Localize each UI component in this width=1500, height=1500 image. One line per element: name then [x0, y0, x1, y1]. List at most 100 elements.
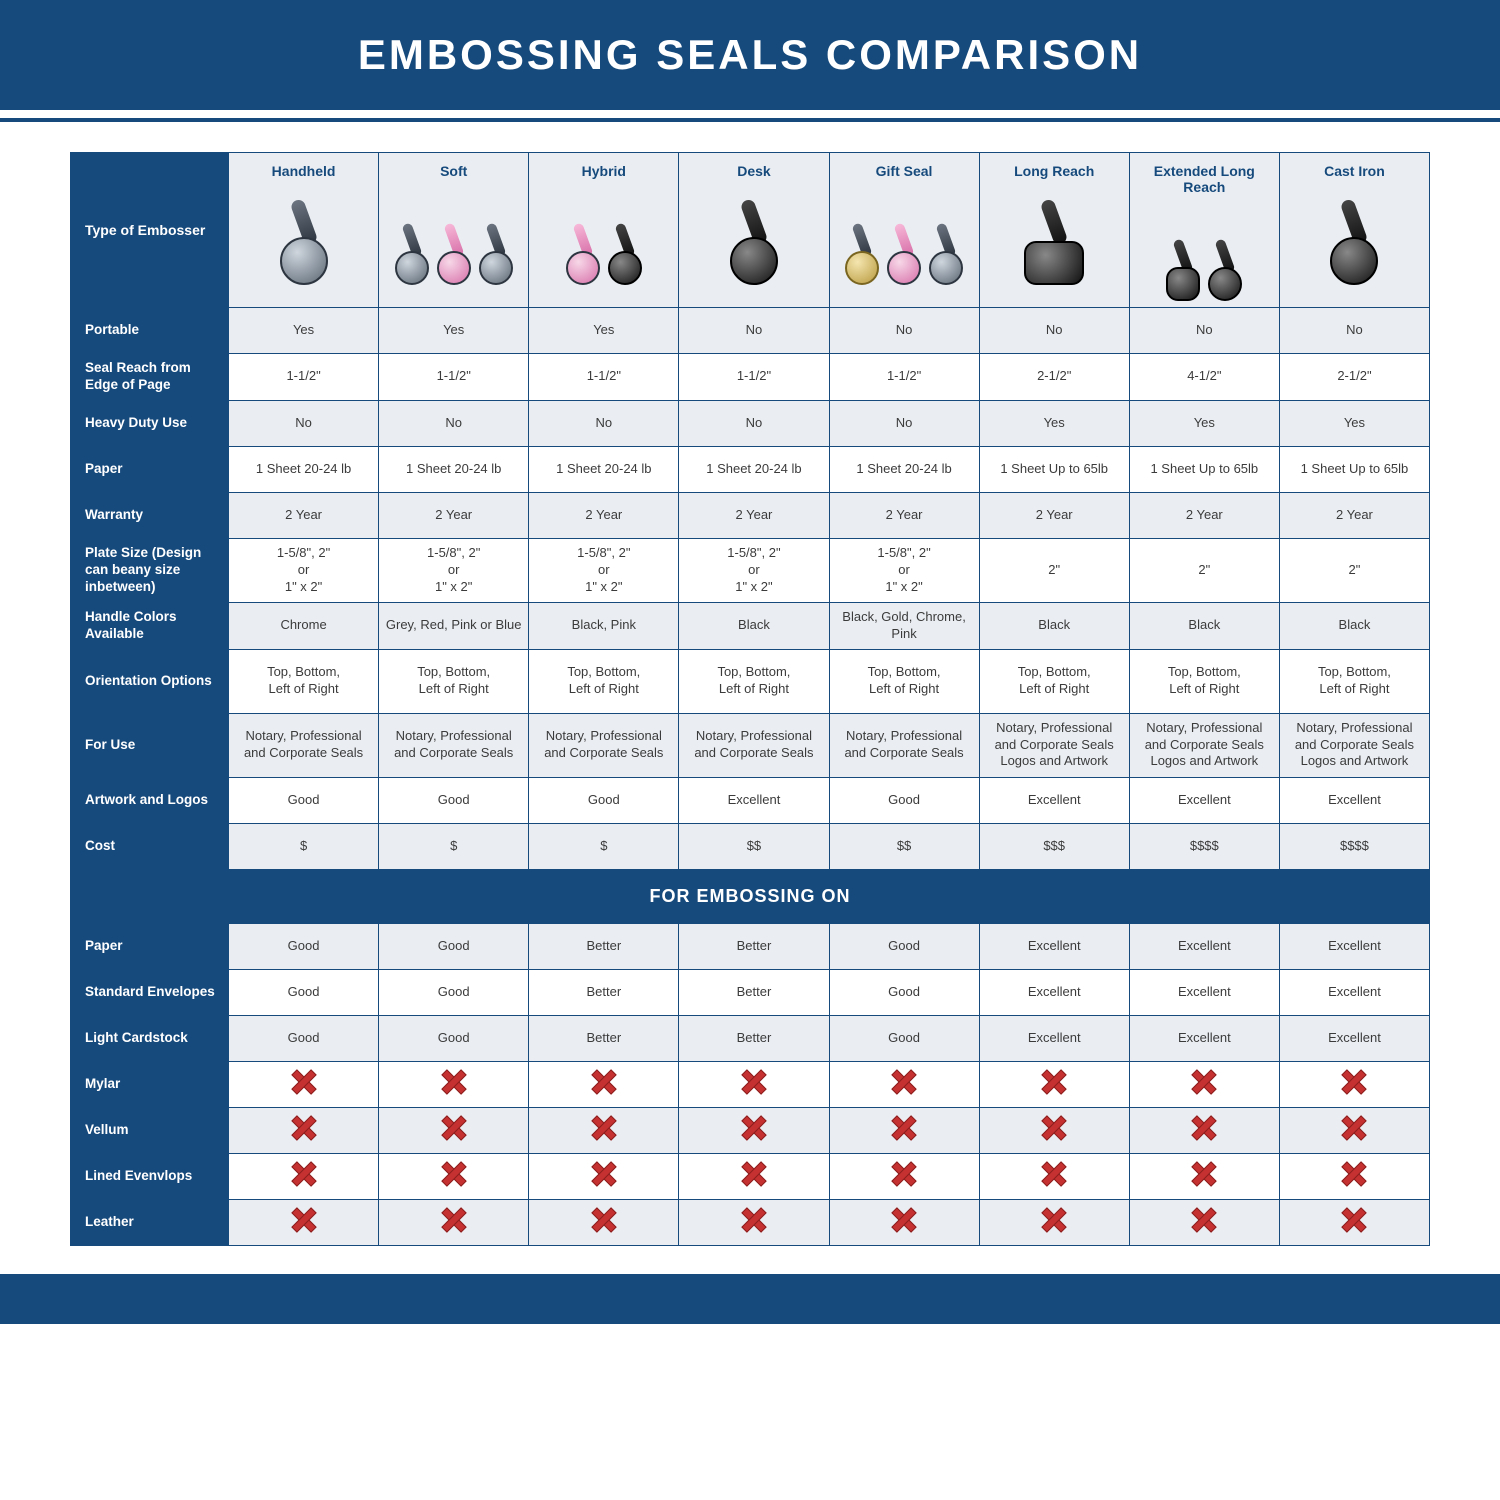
- table-cell: Excellent: [1129, 923, 1279, 969]
- table-cell: No: [679, 400, 829, 446]
- table-cell: Excellent: [1279, 1015, 1429, 1061]
- table-cell: Excellent: [1129, 1015, 1279, 1061]
- col-header: Cast Iron: [1279, 153, 1429, 308]
- table-cell: Yes: [1279, 400, 1429, 446]
- table-cell: 1-1/2": [529, 354, 679, 401]
- table-cell: [829, 1199, 979, 1245]
- embosser-icon: [605, 215, 645, 285]
- table-cell: [229, 1153, 379, 1199]
- table-cell: 1-1/2": [679, 354, 829, 401]
- table-cell: Notary, Professional and Corporate Seals: [829, 713, 979, 777]
- table-cell: Top, Bottom,Left of Right: [529, 649, 679, 713]
- table-cell: No: [679, 308, 829, 354]
- no-icon: [1193, 1117, 1215, 1139]
- table-cell: 2 Year: [679, 492, 829, 538]
- table-cell: 1-1/2": [379, 354, 529, 401]
- table-cell: 1 Sheet 20-24 lb: [229, 446, 379, 492]
- table-cell: Better: [529, 969, 679, 1015]
- table-cell: 2 Year: [1279, 492, 1429, 538]
- table-cell: 1 Sheet 20-24 lb: [829, 446, 979, 492]
- no-icon: [293, 1163, 315, 1185]
- no-icon: [743, 1209, 765, 1231]
- col-header: Handheld: [229, 153, 379, 308]
- page-title: EMBOSSING SEALS COMPARISON: [358, 31, 1142, 79]
- table-cell: No: [979, 308, 1129, 354]
- no-icon: [1343, 1071, 1365, 1093]
- table-cell: 1 Sheet 20-24 lb: [679, 446, 829, 492]
- table-cell: Excellent: [979, 777, 1129, 823]
- row-label: Vellum: [71, 1107, 229, 1153]
- col-header: Extended Long Reach: [1129, 153, 1279, 308]
- table-cell: Good: [229, 1015, 379, 1061]
- row-label: Plate Size (Design can beany size inbetw…: [71, 538, 229, 602]
- row-label: Light Cardstock: [71, 1015, 229, 1061]
- table-cell: No: [829, 308, 979, 354]
- no-icon: [893, 1163, 915, 1185]
- footer-bar: [0, 1274, 1500, 1324]
- col-header: Long Reach: [979, 153, 1129, 308]
- no-icon: [593, 1163, 615, 1185]
- col-header: Hybrid: [529, 153, 679, 308]
- table-row: Orientation OptionsTop, Bottom,Left of R…: [71, 649, 1430, 713]
- table-cell: 2 Year: [229, 492, 379, 538]
- table-cell: [529, 1107, 679, 1153]
- no-icon: [443, 1209, 465, 1231]
- table-row: Mylar: [71, 1061, 1430, 1107]
- table-cell: [229, 1107, 379, 1153]
- table-cell: 1-5/8", 2"or1" x 2": [379, 538, 529, 602]
- table-cell: 2 Year: [979, 492, 1129, 538]
- table-cell: [379, 1107, 529, 1153]
- row-label: Paper: [71, 446, 229, 492]
- table-row: Standard EnvelopesGoodGoodBetterBetterGo…: [71, 969, 1430, 1015]
- embosser-icon: [1319, 195, 1389, 285]
- table-cell: Top, Bottom,Left of Right: [229, 649, 379, 713]
- table-row: Paper1 Sheet 20-24 lb1 Sheet 20-24 lb1 S…: [71, 446, 1430, 492]
- corner-cell: Type of Embosser: [71, 153, 229, 308]
- table-cell: [979, 1107, 1129, 1153]
- row-label: Leather: [71, 1199, 229, 1245]
- table-cell: $$: [829, 823, 979, 869]
- embosser-icon: [719, 195, 789, 285]
- table-cell: [379, 1199, 529, 1245]
- embosser-icon: [1205, 231, 1245, 301]
- table-cell: 2-1/2": [1279, 354, 1429, 401]
- table-cell: [679, 1107, 829, 1153]
- table-cell: Notary, Professional and Corporate Seals: [679, 713, 829, 777]
- no-icon: [1343, 1117, 1365, 1139]
- table-cell: [1279, 1199, 1429, 1245]
- table-cell: Better: [529, 1015, 679, 1061]
- table-cell: 2-1/2": [979, 354, 1129, 401]
- table-cell: Notary, Professional and Corporate Seals: [229, 713, 379, 777]
- table-cell: Excellent: [979, 969, 1129, 1015]
- table-cell: 2 Year: [379, 492, 529, 538]
- table-cell: 1-5/8", 2"or1" x 2": [229, 538, 379, 602]
- no-icon: [293, 1071, 315, 1093]
- table-cell: 2": [1279, 538, 1429, 602]
- divider: [0, 118, 1500, 122]
- table-row: Plate Size (Design can beany size inbetw…: [71, 538, 1430, 602]
- table-cell: [979, 1061, 1129, 1107]
- table-cell: [1129, 1107, 1279, 1153]
- table-cell: 4-1/2": [1129, 354, 1279, 401]
- row-label: Warranty: [71, 492, 229, 538]
- table-row: Seal Reach from Edge of Page1-1/2"1-1/2"…: [71, 354, 1430, 401]
- table-cell: Good: [529, 777, 679, 823]
- table-cell: [529, 1199, 679, 1245]
- row-label: For Use: [71, 713, 229, 777]
- row-label: Artwork and Logos: [71, 777, 229, 823]
- title-banner: EMBOSSING SEALS COMPARISON: [0, 0, 1500, 110]
- no-icon: [593, 1071, 615, 1093]
- embosser-icon: [884, 215, 924, 285]
- table-cell: 1 Sheet Up to 65lb: [979, 446, 1129, 492]
- table-cell: [1279, 1061, 1429, 1107]
- row-label: Orientation Options: [71, 649, 229, 713]
- embosser-icon: [1019, 195, 1089, 285]
- table-row: Vellum: [71, 1107, 1430, 1153]
- table-cell: No: [829, 400, 979, 446]
- col-header: Soft: [379, 153, 529, 308]
- row-label: Handle Colors Available: [71, 602, 229, 649]
- table-cell: Notary, Professional and Corporate Seals…: [979, 713, 1129, 777]
- table-cell: [529, 1153, 679, 1199]
- table-cell: [979, 1199, 1129, 1245]
- table-cell: Black: [979, 602, 1129, 649]
